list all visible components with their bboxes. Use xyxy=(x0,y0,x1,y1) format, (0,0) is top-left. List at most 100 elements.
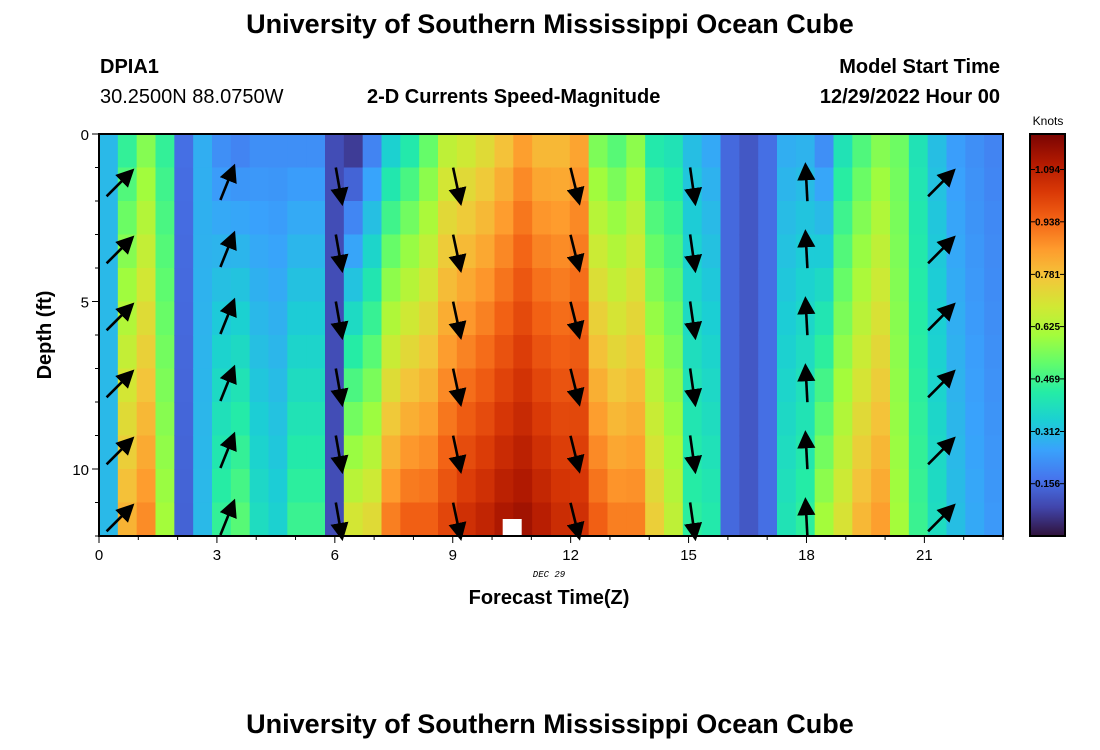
current-vector-arrow xyxy=(448,435,467,474)
heatmap-cell xyxy=(456,469,477,504)
heatmap-cell xyxy=(99,167,119,202)
heatmap-cell xyxy=(249,435,270,470)
heatmap-cell xyxy=(739,335,759,370)
heatmap-cell xyxy=(664,234,684,269)
heatmap-cell xyxy=(419,201,439,236)
heatmap-cell xyxy=(814,435,835,470)
heatmap-cell xyxy=(551,402,571,437)
heatmap-cell xyxy=(720,301,740,336)
heatmap-cell xyxy=(701,234,722,269)
model-start-value: 12/29/2022 Hour 00 xyxy=(819,86,1000,108)
heatmap-cell xyxy=(814,134,835,169)
heatmap-cell xyxy=(400,335,420,370)
heatmap-cell xyxy=(777,134,797,169)
heatmap-cell xyxy=(99,134,119,169)
heatmap-cell xyxy=(381,167,401,202)
heatmap-cell xyxy=(419,469,439,504)
heatmap-cell xyxy=(927,301,948,336)
heatmap-cell xyxy=(230,435,251,470)
heatmap-cell xyxy=(212,134,232,169)
heatmap-cell xyxy=(645,134,665,169)
heatmap-cell xyxy=(551,201,571,236)
heatmap-cell xyxy=(795,134,816,169)
heatmap-cell xyxy=(419,502,439,537)
heatmap-cell xyxy=(871,402,891,437)
heatmap-cell xyxy=(607,469,627,504)
heatmap-cell xyxy=(532,201,552,236)
heatmap-cell xyxy=(306,502,326,537)
heatmap-cell xyxy=(362,268,383,303)
heatmap-cell xyxy=(795,402,816,437)
heatmap-cell xyxy=(852,368,872,403)
heatmap-cell xyxy=(965,368,985,403)
current-vector-arrow xyxy=(330,368,349,408)
heatmap-cell xyxy=(852,134,872,169)
heatmap-cell xyxy=(174,368,194,403)
heatmap-cell xyxy=(777,201,797,236)
heatmap-cell xyxy=(551,301,571,336)
current-vector-arrow xyxy=(219,297,237,335)
heatmap-cell xyxy=(287,435,307,470)
heatmap-cell xyxy=(777,402,797,437)
heatmap-cell xyxy=(701,201,722,236)
heatmap-cell xyxy=(890,469,910,504)
heatmap-cell xyxy=(795,335,816,370)
heatmap-cell xyxy=(645,368,665,403)
heatmap-cell xyxy=(569,201,590,236)
current-vector-arrow xyxy=(105,235,135,265)
heatmap-cell xyxy=(890,368,910,403)
current-vector-arrow xyxy=(448,502,467,541)
heatmap-cell xyxy=(965,469,985,504)
heatmap-cell xyxy=(626,368,646,403)
heatmap-cell xyxy=(193,402,213,437)
heatmap-cell xyxy=(626,335,646,370)
heatmap-cell xyxy=(475,301,496,336)
heatmap-cell xyxy=(664,301,684,336)
heatmap-cell xyxy=(212,402,232,437)
heatmap-cell xyxy=(871,234,891,269)
heatmap-cell xyxy=(193,301,213,336)
heatmap-cell xyxy=(494,234,514,269)
current-vector-arrow xyxy=(330,502,349,542)
heatmap-cell xyxy=(965,201,985,236)
footer-title: University of Southern Mississippi Ocean… xyxy=(246,709,854,739)
heatmap-cell xyxy=(174,234,194,269)
heatmap-cell xyxy=(664,435,684,470)
heatmap-cell xyxy=(588,368,609,403)
heatmap-cell xyxy=(475,201,496,236)
heatmap-cell xyxy=(984,268,1004,303)
heatmap-cell xyxy=(890,167,910,202)
heatmap-cell xyxy=(833,402,853,437)
heatmap-cell xyxy=(400,402,420,437)
heatmap-cell xyxy=(99,301,119,336)
heatmap-cell xyxy=(362,402,383,437)
colorbar-tick-label: 0.625 xyxy=(1035,322,1060,333)
heatmap-cell xyxy=(287,201,307,236)
heatmap-cell xyxy=(607,502,627,537)
heatmap-cell xyxy=(117,435,138,470)
heatmap-cell xyxy=(946,134,966,169)
current-vector-arrow xyxy=(566,368,585,407)
heatmap-cell xyxy=(117,234,138,269)
heatmap-cell xyxy=(325,201,345,236)
heatmap-cell xyxy=(268,301,288,336)
heatmap-cell xyxy=(626,167,646,202)
heatmap-cell xyxy=(136,268,157,303)
heatmap-cell xyxy=(475,469,496,504)
heatmap-cell xyxy=(852,435,872,470)
heatmap-cell xyxy=(833,469,853,504)
heatmap-cell xyxy=(513,368,533,403)
heatmap-cell xyxy=(607,268,627,303)
heatmap-cell xyxy=(268,368,288,403)
heatmap-cell xyxy=(908,502,929,537)
heatmap-cell xyxy=(664,368,684,403)
current-vector-arrow xyxy=(566,167,585,206)
colorbar-tick-label: 0.781 xyxy=(1035,270,1060,281)
heatmap-cell xyxy=(513,301,533,336)
heatmap-cell xyxy=(739,368,759,403)
x-tick-label: 3 xyxy=(213,547,221,564)
heatmap-cell xyxy=(739,234,759,269)
heatmap-cell xyxy=(287,368,307,403)
heatmap-cell xyxy=(777,301,797,336)
heatmap-cell xyxy=(438,134,458,169)
